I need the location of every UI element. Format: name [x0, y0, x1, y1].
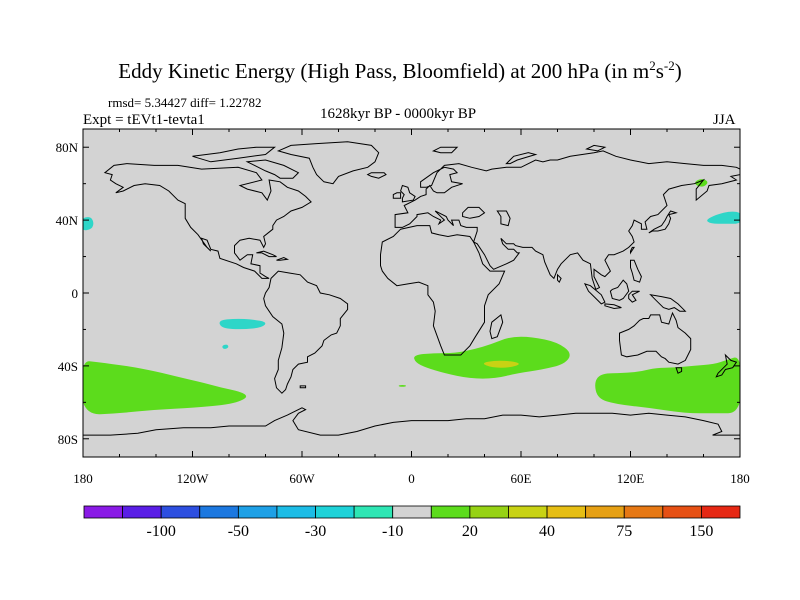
coast-australia: [619, 311, 692, 365]
coast-falklands: [299, 385, 307, 389]
colorbar-box: [623, 505, 664, 519]
colorbar-label: 40: [539, 523, 555, 540]
colorbar-box: [122, 505, 162, 519]
coast-novaya-zemlya: [505, 152, 538, 165]
coast-africa: [380, 225, 506, 356]
coast-taiwan: [630, 246, 636, 255]
coast-south-america: [263, 270, 349, 394]
coast-japan: [648, 210, 678, 234]
coast-new-zealand: [715, 353, 738, 378]
coast-antarctica: [83, 407, 740, 436]
x-tick-label: 60W: [289, 471, 315, 486]
coast-sri-lanka: [557, 273, 562, 283]
colorbar-label: -10: [382, 523, 403, 540]
x-tick-label: 180: [730, 471, 750, 486]
anomaly-north-pacific-west-cyan: [707, 211, 740, 224]
coast-caspian: [496, 210, 511, 227]
coast-java: [604, 303, 622, 310]
period-label: 1628kyr BP - 0000kyr BP: [320, 106, 477, 122]
coast-black-caspian: [462, 206, 486, 219]
coast-philippines: [630, 259, 642, 283]
season-label: JJA: [713, 112, 736, 128]
anomaly-southern-ocean-indian-green: [414, 336, 570, 379]
y-axis: 80N 40N 0 40S 80S: [56, 140, 740, 447]
colorbar: -100 -50 -30 -10 20 40 75 150: [83, 505, 741, 540]
coast-madagascar: [489, 314, 504, 340]
anomaly-australia-south-green: [595, 357, 740, 414]
coast-greenland: [276, 141, 380, 185]
colorbar-box: [160, 505, 201, 519]
stats-text: rmsd= 5.34427 diff= 1.22782: [108, 95, 262, 110]
anomaly-southern-ocean-indian-yellow: [483, 360, 519, 368]
anomaly-layer: [83, 179, 740, 415]
colorbar-box: [276, 505, 316, 519]
coast-borneo: [609, 279, 630, 301]
chart-title: Eddy Kinetic Energy (High Pass, Bloomfie…: [118, 58, 682, 83]
coastline-layer: [83, 141, 740, 436]
colorbar-box: [508, 505, 548, 519]
colorbar-box: [701, 505, 741, 519]
x-tick-label: 120E: [617, 471, 645, 486]
x-axis: 180 120W 60W 0 60E 120E 180: [73, 129, 750, 486]
colorbar-box: [353, 505, 394, 519]
x-tick-label: 0: [408, 471, 415, 486]
coast-ireland: [392, 192, 402, 199]
colorbar-label: -50: [228, 523, 249, 540]
anomaly-south-atlantic-speck: [398, 385, 406, 387]
coast-eurasia: [394, 150, 740, 291]
coast-cuba: [256, 250, 277, 258]
colorbar-label: 75: [616, 523, 632, 540]
colorbar-box: [430, 505, 471, 519]
coast-sulawesi: [628, 290, 640, 303]
coast-baffin: [245, 159, 300, 179]
y-tick-label: 80N: [56, 140, 79, 155]
y-tick-label: 40S: [58, 359, 78, 374]
colorbar-label: -30: [305, 523, 326, 540]
x-tick-label: 180: [73, 471, 93, 486]
colorbar-box: [469, 505, 509, 519]
coast-britain: [400, 184, 416, 203]
x-tick-label: 120W: [177, 471, 210, 486]
coast-new-guinea: [649, 294, 687, 312]
coast-sumatra: [583, 283, 606, 305]
colorbar-label: -100: [147, 523, 176, 540]
coast-severnaya: [585, 144, 607, 152]
colorbar-box: [392, 505, 432, 519]
colorbar-box: [237, 505, 278, 519]
colorbar-box: [585, 505, 625, 519]
anomaly-small-cyan-spot: [222, 344, 229, 349]
experiment-label: Expt = tEVt1-tevta1: [83, 112, 205, 128]
coast-north-america: [103, 163, 312, 279]
coast-svalbard: [431, 146, 459, 154]
anomaly-south-pacific-cyan: [219, 318, 266, 330]
colorbar-box: [199, 505, 239, 519]
y-tick-label: 0: [72, 286, 79, 301]
coast-hispaniola: [276, 256, 290, 261]
x-tick-label: 60E: [511, 471, 532, 486]
colorbar-box: [546, 505, 587, 519]
coast-iceland: [366, 172, 387, 179]
y-tick-label: 40N: [56, 213, 79, 228]
coast-tasmania: [675, 367, 683, 374]
colorbar-box: [662, 505, 702, 519]
coast-arctic-islands: [192, 146, 277, 163]
colorbar-box: [315, 505, 355, 519]
anomaly-southern-ocean-pacific-green: [83, 361, 247, 415]
colorbar-label: 150: [689, 523, 713, 540]
colorbar-box: [83, 505, 123, 519]
colorbar-label: 20: [462, 523, 478, 540]
y-tick-label: 80S: [58, 432, 78, 447]
